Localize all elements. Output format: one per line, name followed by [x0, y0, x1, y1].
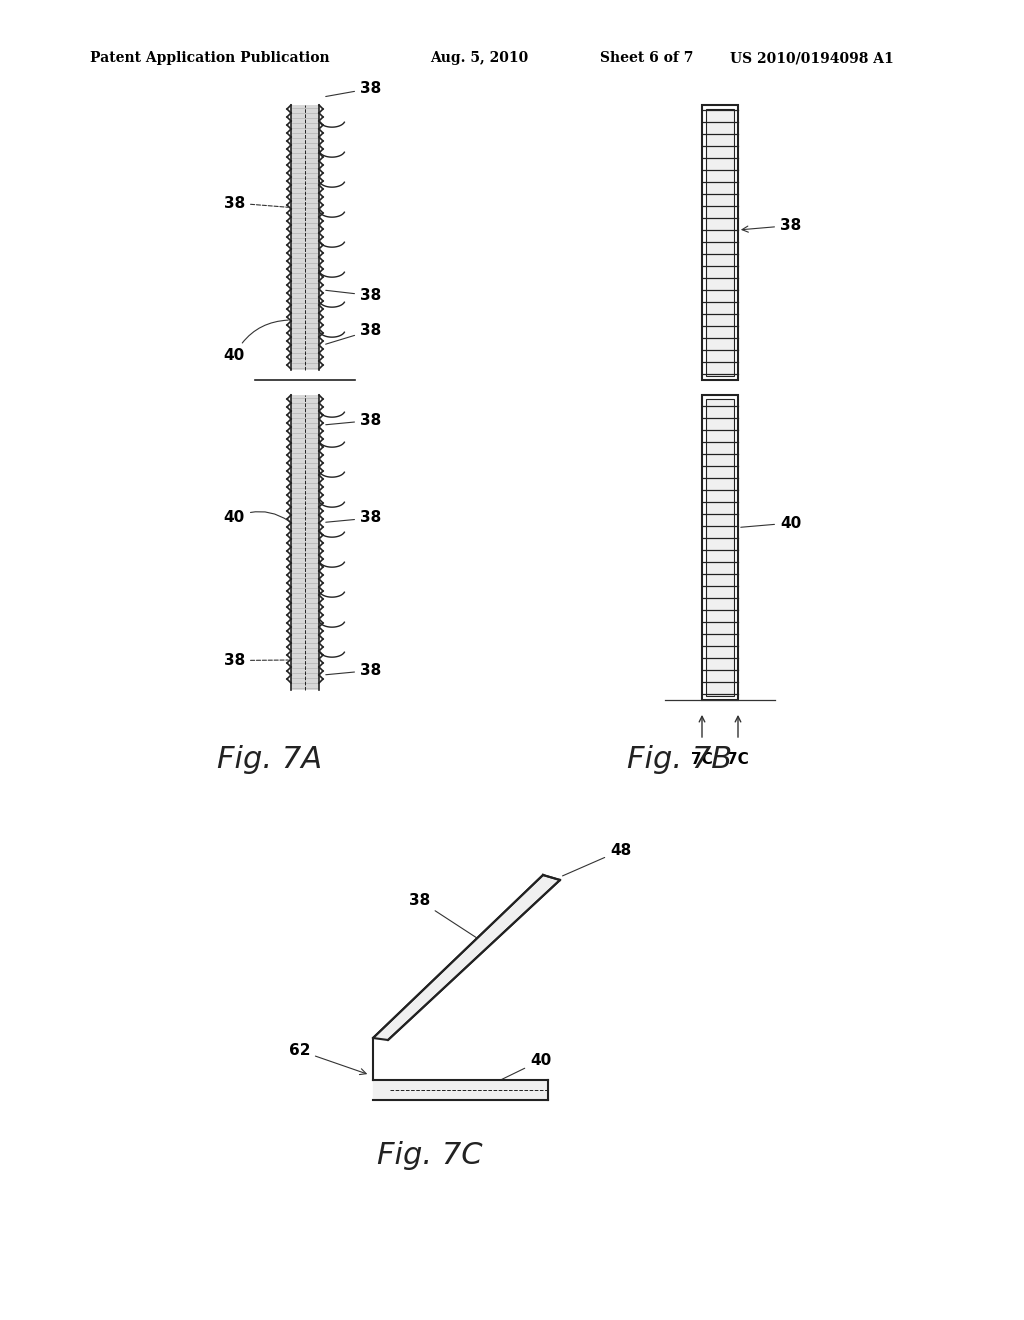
- Bar: [706, 110, 734, 376]
- Text: 38: 38: [326, 288, 381, 304]
- Text: Fig. 7A: Fig. 7A: [217, 746, 323, 775]
- Text: 7C: 7C: [691, 752, 713, 767]
- Text: 7C: 7C: [727, 752, 749, 767]
- Text: Fig. 7B: Fig. 7B: [628, 746, 732, 775]
- Text: 38: 38: [326, 323, 381, 345]
- Bar: [702, 106, 738, 380]
- Text: 38: 38: [224, 195, 288, 210]
- Text: 40: 40: [224, 319, 288, 363]
- Text: 40: 40: [482, 1053, 551, 1089]
- Text: Aug. 5, 2010: Aug. 5, 2010: [430, 51, 528, 65]
- Polygon shape: [373, 875, 560, 1040]
- Text: Patent Application Publication: Patent Application Publication: [90, 51, 330, 65]
- Text: 38: 38: [742, 218, 801, 234]
- Text: 38: 38: [409, 894, 477, 939]
- Text: 38: 38: [326, 413, 381, 428]
- Text: 38: 38: [224, 653, 288, 668]
- Text: Fig. 7C: Fig. 7C: [377, 1140, 482, 1170]
- Polygon shape: [373, 1080, 548, 1100]
- Bar: [706, 399, 734, 696]
- Bar: [291, 395, 319, 690]
- Text: 40: 40: [740, 516, 801, 531]
- Bar: [291, 106, 319, 370]
- Bar: [702, 395, 738, 700]
- Text: 38: 38: [326, 81, 381, 96]
- Text: 38: 38: [326, 511, 381, 525]
- Text: 38: 38: [326, 663, 381, 678]
- Text: US 2010/0194098 A1: US 2010/0194098 A1: [730, 51, 894, 65]
- Text: 40: 40: [224, 511, 289, 525]
- Text: 48: 48: [562, 843, 631, 876]
- Text: Sheet 6 of 7: Sheet 6 of 7: [600, 51, 693, 65]
- Text: 62: 62: [289, 1043, 367, 1074]
